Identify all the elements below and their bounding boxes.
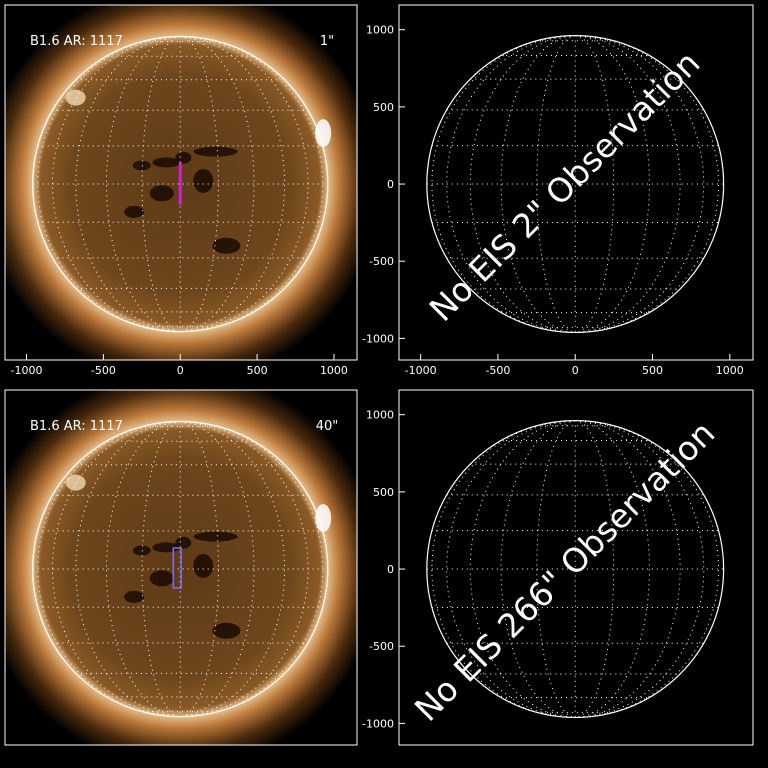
longitude-line [536,35,576,333]
panel-label: B1.6 AR: 1117 [30,34,123,49]
panel-content [426,420,725,719]
bright-region [315,504,332,533]
x-tick-label: 0 [572,364,579,377]
longitude-line [500,420,576,718]
y-tick-label: 0 [387,563,394,576]
x-tick-label: -1000 [405,364,437,377]
dark-region [152,157,181,168]
longitude-line [575,35,681,333]
longitude-line [141,35,181,333]
raster-box [172,547,182,589]
longitude-line [470,420,576,718]
longitude-line [575,420,615,718]
frame [4,389,358,746]
y-tick-label: 1000 [366,409,394,422]
y-tick-label: -500 [369,640,394,653]
dark-region [193,146,238,157]
x-tick-label: -500 [91,364,116,377]
dark-region [193,553,214,578]
x-tick-label: 0 [177,364,184,377]
longitude-line [536,420,576,718]
panel-label: B1.6 AR: 1117 [30,419,123,434]
limb [426,35,725,334]
y-tick-label: 1000 [366,24,394,37]
dark-region [124,590,145,603]
bright-region [315,119,332,148]
bright-region [65,89,86,106]
y-tick-label: -1000 [362,332,394,345]
longitude-line [141,420,181,718]
dark-region [149,185,174,202]
panel-content [426,35,725,334]
y-tick-label: 0 [387,178,394,191]
dark-region [132,160,151,171]
y-tick-label: 500 [373,101,394,114]
longitude-line [575,420,650,718]
slit-label: 1" [320,34,334,49]
slit-label: 40" [316,419,339,434]
dark-region [175,151,192,164]
y-tick-label: 500 [373,486,394,499]
x-tick-label: 500 [642,364,663,377]
dark-region [193,531,238,542]
dark-region [175,536,192,549]
longitude-line [500,35,576,333]
y-tick-label: -500 [369,255,394,268]
dark-region [212,237,241,254]
x-tick-label: -500 [485,364,510,377]
longitude-line [180,420,219,718]
frame [398,4,754,361]
dark-region [124,205,145,218]
longitude-line [575,35,615,333]
slit [178,162,182,205]
longitude-line [575,35,650,333]
panel: B1.6 AR: 1117 40" [4,389,358,746]
dark-region [212,622,241,639]
dark-region [132,545,151,556]
x-tick-label: 500 [247,364,268,377]
frame [4,4,358,361]
longitude-line [470,35,576,333]
bright-region [65,474,86,491]
limb [32,35,329,333]
longitude-line [180,35,219,333]
limb [32,420,329,718]
panel: B1.6 AR: 1117 1" -1000 -500 0 500 1000 [4,4,358,377]
limb [426,420,725,719]
x-tick-label: -1000 [11,364,43,377]
dark-region [193,168,214,193]
y-tick-label: -1000 [362,717,394,730]
x-tick-label: 1000 [320,364,348,377]
frame [398,389,754,746]
x-tick-label: 1000 [716,364,744,377]
longitude-line [575,420,681,718]
dark-region [149,570,174,587]
